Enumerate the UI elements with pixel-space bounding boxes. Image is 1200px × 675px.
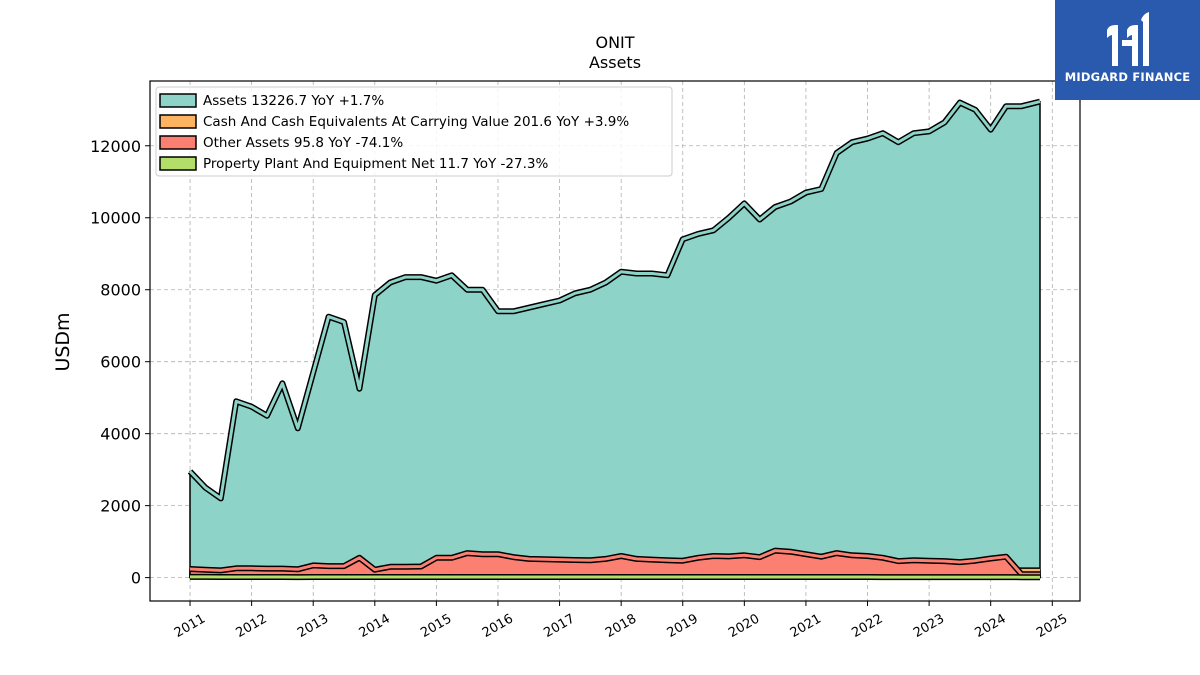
x-tick-label: 2023 [911, 611, 947, 641]
x-tick-label: 2012 [233, 611, 269, 641]
plot-areas [187, 98, 1041, 581]
legend-swatch [159, 114, 197, 129]
legend-swatch [159, 93, 197, 108]
logo-mark-icon [1055, 0, 1200, 100]
legend-item-ppe: Property Plant And Equipment Net 11.7 Yo… [159, 156, 548, 172]
x-tick-label: 2013 [295, 611, 331, 641]
y-axis-label: USDm [52, 312, 74, 371]
legend-label: Property Plant And Equipment Net 11.7 Yo… [203, 156, 548, 172]
legend-box [155, 86, 673, 177]
x-tick-label: 2019 [665, 611, 701, 641]
x-tick-label: 2011 [172, 611, 208, 641]
x-tick-label: 2018 [603, 611, 639, 641]
y-tick-label: 0 [131, 569, 141, 588]
brand-name: MIDGARD FINANCE [1064, 70, 1191, 84]
x-tick-label: 2025 [1034, 611, 1070, 641]
x-tick-label: 2021 [788, 611, 824, 641]
x-tick-label: 2016 [480, 611, 516, 641]
y-tick-label: 10000 [90, 209, 141, 228]
legend-label: Assets 13226.7 YoY +1.7% [203, 93, 384, 109]
legend-swatch [159, 135, 197, 150]
x-axis: 2011 2012 2013 2014 2015 2016 2017 2018 2019 2020… [172, 601, 1070, 641]
x-tick-label: 2022 [849, 611, 885, 641]
x-tick-label: 2020 [726, 611, 762, 641]
y-axis: 0 2000 4000 6000 8000 10000 12000 [90, 137, 150, 588]
legend-label: Cash And Cash Equivalents At Carrying Va… [203, 114, 629, 130]
x-tick-label: 2024 [973, 611, 1009, 641]
brand-logo: MIDGARD FINANCE [1055, 0, 1200, 100]
y-tick-label: 6000 [100, 353, 141, 372]
legend-item-other-assets: Other Assets 95.8 YoY -74.1% [159, 135, 403, 151]
legend-item-assets: Assets 13226.7 YoY +1.7% [159, 93, 384, 109]
y-tick-label: 4000 [100, 425, 141, 444]
plot-frame [149, 80, 1081, 602]
legend: Assets 13226.7 YoY +1.7% Cash And Cash E… [155, 86, 673, 177]
chart-subtitle: Assets [589, 53, 641, 72]
chart-title: ONIT [595, 33, 634, 52]
x-tick-label: 2014 [357, 611, 393, 641]
x-tick-label: 2015 [418, 611, 454, 641]
y-tick-label: 8000 [100, 281, 141, 300]
y-tick-label: 2000 [100, 497, 141, 516]
series-line-other-assets [189, 549, 1040, 576]
legend-label: Other Assets 95.8 YoY -74.1% [203, 135, 403, 151]
legend-item-cash: Cash And Cash Equivalents At Carrying Va… [159, 114, 629, 130]
x-tick-label: 2017 [541, 611, 577, 641]
series-line-assets [188, 100, 1041, 500]
y-tick-label: 12000 [90, 137, 141, 156]
legend-swatch [159, 156, 197, 171]
